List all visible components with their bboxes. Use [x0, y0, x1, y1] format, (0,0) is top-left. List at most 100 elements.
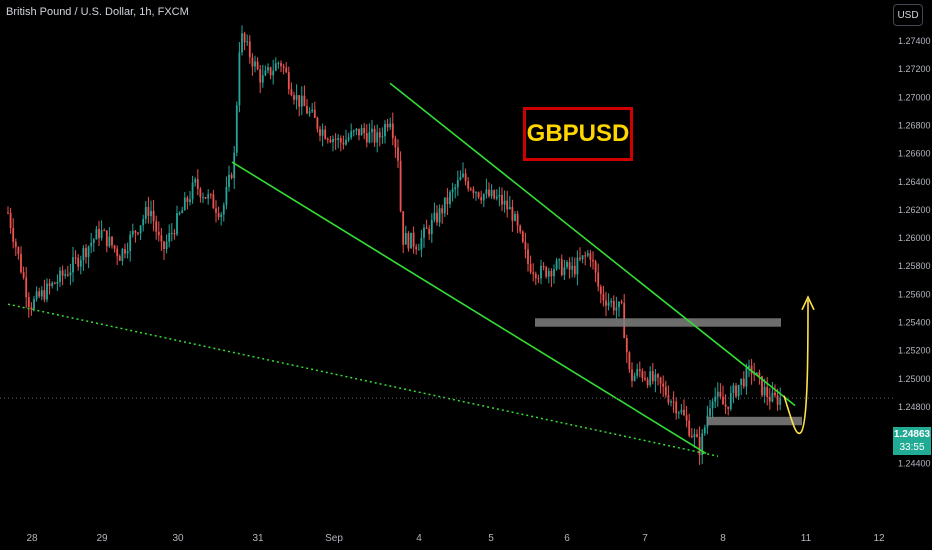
candle-body: [33, 299, 35, 310]
candle-body: [438, 208, 441, 223]
candle-body: [199, 188, 202, 198]
candle-body: [269, 67, 272, 76]
candle-body: [373, 128, 376, 143]
candle-body: [87, 246, 90, 258]
candle-body: [620, 301, 623, 303]
candle-body: [235, 105, 238, 153]
candle-body: [274, 63, 277, 71]
candle-body: [391, 123, 394, 139]
dotted-trendline: [7, 303, 719, 457]
candle-body: [540, 265, 542, 279]
candle-body: [334, 138, 337, 140]
candle-body: [758, 372, 761, 377]
candle-body: [451, 189, 454, 193]
candle-body: [35, 291, 38, 300]
candle-body: [579, 257, 581, 260]
candle-body: [412, 232, 415, 247]
candle-body: [568, 262, 571, 270]
candle-body: [612, 300, 615, 311]
candle-body: [771, 392, 774, 402]
candle-body: [64, 274, 67, 276]
price-tick-label: 1.27000: [898, 92, 931, 102]
candle-body: [490, 190, 493, 197]
candle-body: [462, 173, 464, 177]
candle-body: [761, 376, 763, 396]
time-axis[interactable]: 28 29 30 31 Sep 4 5 6 7 8 11 12: [26, 533, 885, 544]
candle-body: [511, 206, 514, 221]
candle-body: [428, 228, 431, 235]
candle-body: [602, 293, 605, 301]
candle-body: [189, 199, 191, 202]
candle-body: [584, 255, 587, 257]
candle-body: [690, 435, 693, 438]
candle-body: [12, 228, 15, 242]
candle-body: [365, 133, 368, 143]
currency-button[interactable]: USD: [893, 4, 923, 26]
candle-body: [649, 371, 652, 386]
candle-body: [581, 255, 584, 260]
candle-body: [329, 139, 332, 143]
time-tick-label: 11: [801, 533, 812, 544]
candle-body: [459, 176, 462, 181]
candle-body: [155, 221, 158, 232]
candle-body: [735, 385, 737, 397]
candle-body: [282, 66, 285, 68]
drawings-layer: [0, 82, 893, 457]
candle-body: [178, 213, 181, 215]
candle-body: [150, 210, 152, 217]
candle-body: [456, 180, 459, 188]
symbol-title[interactable]: British Pound / U.S. Dollar, 1h, FXCM: [6, 6, 189, 18]
candle-body: [100, 230, 103, 239]
candle-body: [597, 272, 600, 287]
candle-body: [693, 434, 696, 438]
candle-body: [659, 377, 662, 384]
candle-body: [482, 194, 485, 201]
candle-body: [688, 420, 691, 436]
candle-body: [319, 128, 321, 136]
candle-body: [85, 248, 87, 258]
time-tick-label: 28: [26, 533, 38, 544]
time-tick-label: 29: [96, 533, 108, 544]
candle-body: [51, 282, 54, 286]
candle-body: [646, 379, 649, 386]
candle-body: [506, 200, 509, 210]
price-axis[interactable]: 1.27400 1.27200 1.27000 1.26800 1.26600 1.264…: [898, 36, 931, 468]
candle-body: [59, 270, 61, 283]
projection-arrow-head: [801, 295, 815, 311]
candle-body: [230, 174, 233, 179]
candle-body: [321, 129, 324, 136]
candle-body: [25, 277, 28, 298]
candle-body: [571, 265, 574, 270]
candle-body: [378, 132, 381, 138]
candle-body: [389, 123, 392, 128]
candle-body: [711, 401, 714, 409]
candle-body: [514, 214, 516, 221]
price-tick-label: 1.26400: [898, 177, 931, 187]
candle-body: [259, 69, 262, 83]
candle-body: [324, 129, 327, 139]
candle-body: [111, 236, 113, 246]
candle-body: [605, 300, 607, 306]
candle-body: [594, 261, 597, 273]
candle-body: [280, 63, 282, 67]
candle-body: [430, 219, 433, 235]
candle-body: [501, 194, 503, 205]
candle-body: [105, 230, 108, 247]
candle-body: [337, 138, 340, 140]
annotation-label: GBPUSD: [523, 107, 633, 161]
candle-body: [740, 378, 743, 385]
price-tick-label: 1.25600: [898, 289, 931, 299]
candle-body: [339, 138, 342, 143]
time-tick-label: 5: [488, 533, 494, 544]
candle-body: [386, 124, 389, 128]
price-tick-label: 1.25200: [898, 346, 931, 356]
candle-body: [181, 210, 184, 214]
candle-body: [446, 197, 449, 205]
candle-body: [477, 192, 480, 198]
candle-body: [352, 130, 355, 132]
candle-body: [165, 241, 168, 250]
candle-body: [737, 384, 740, 397]
candle-body: [347, 137, 350, 140]
candle-body: [38, 291, 41, 297]
